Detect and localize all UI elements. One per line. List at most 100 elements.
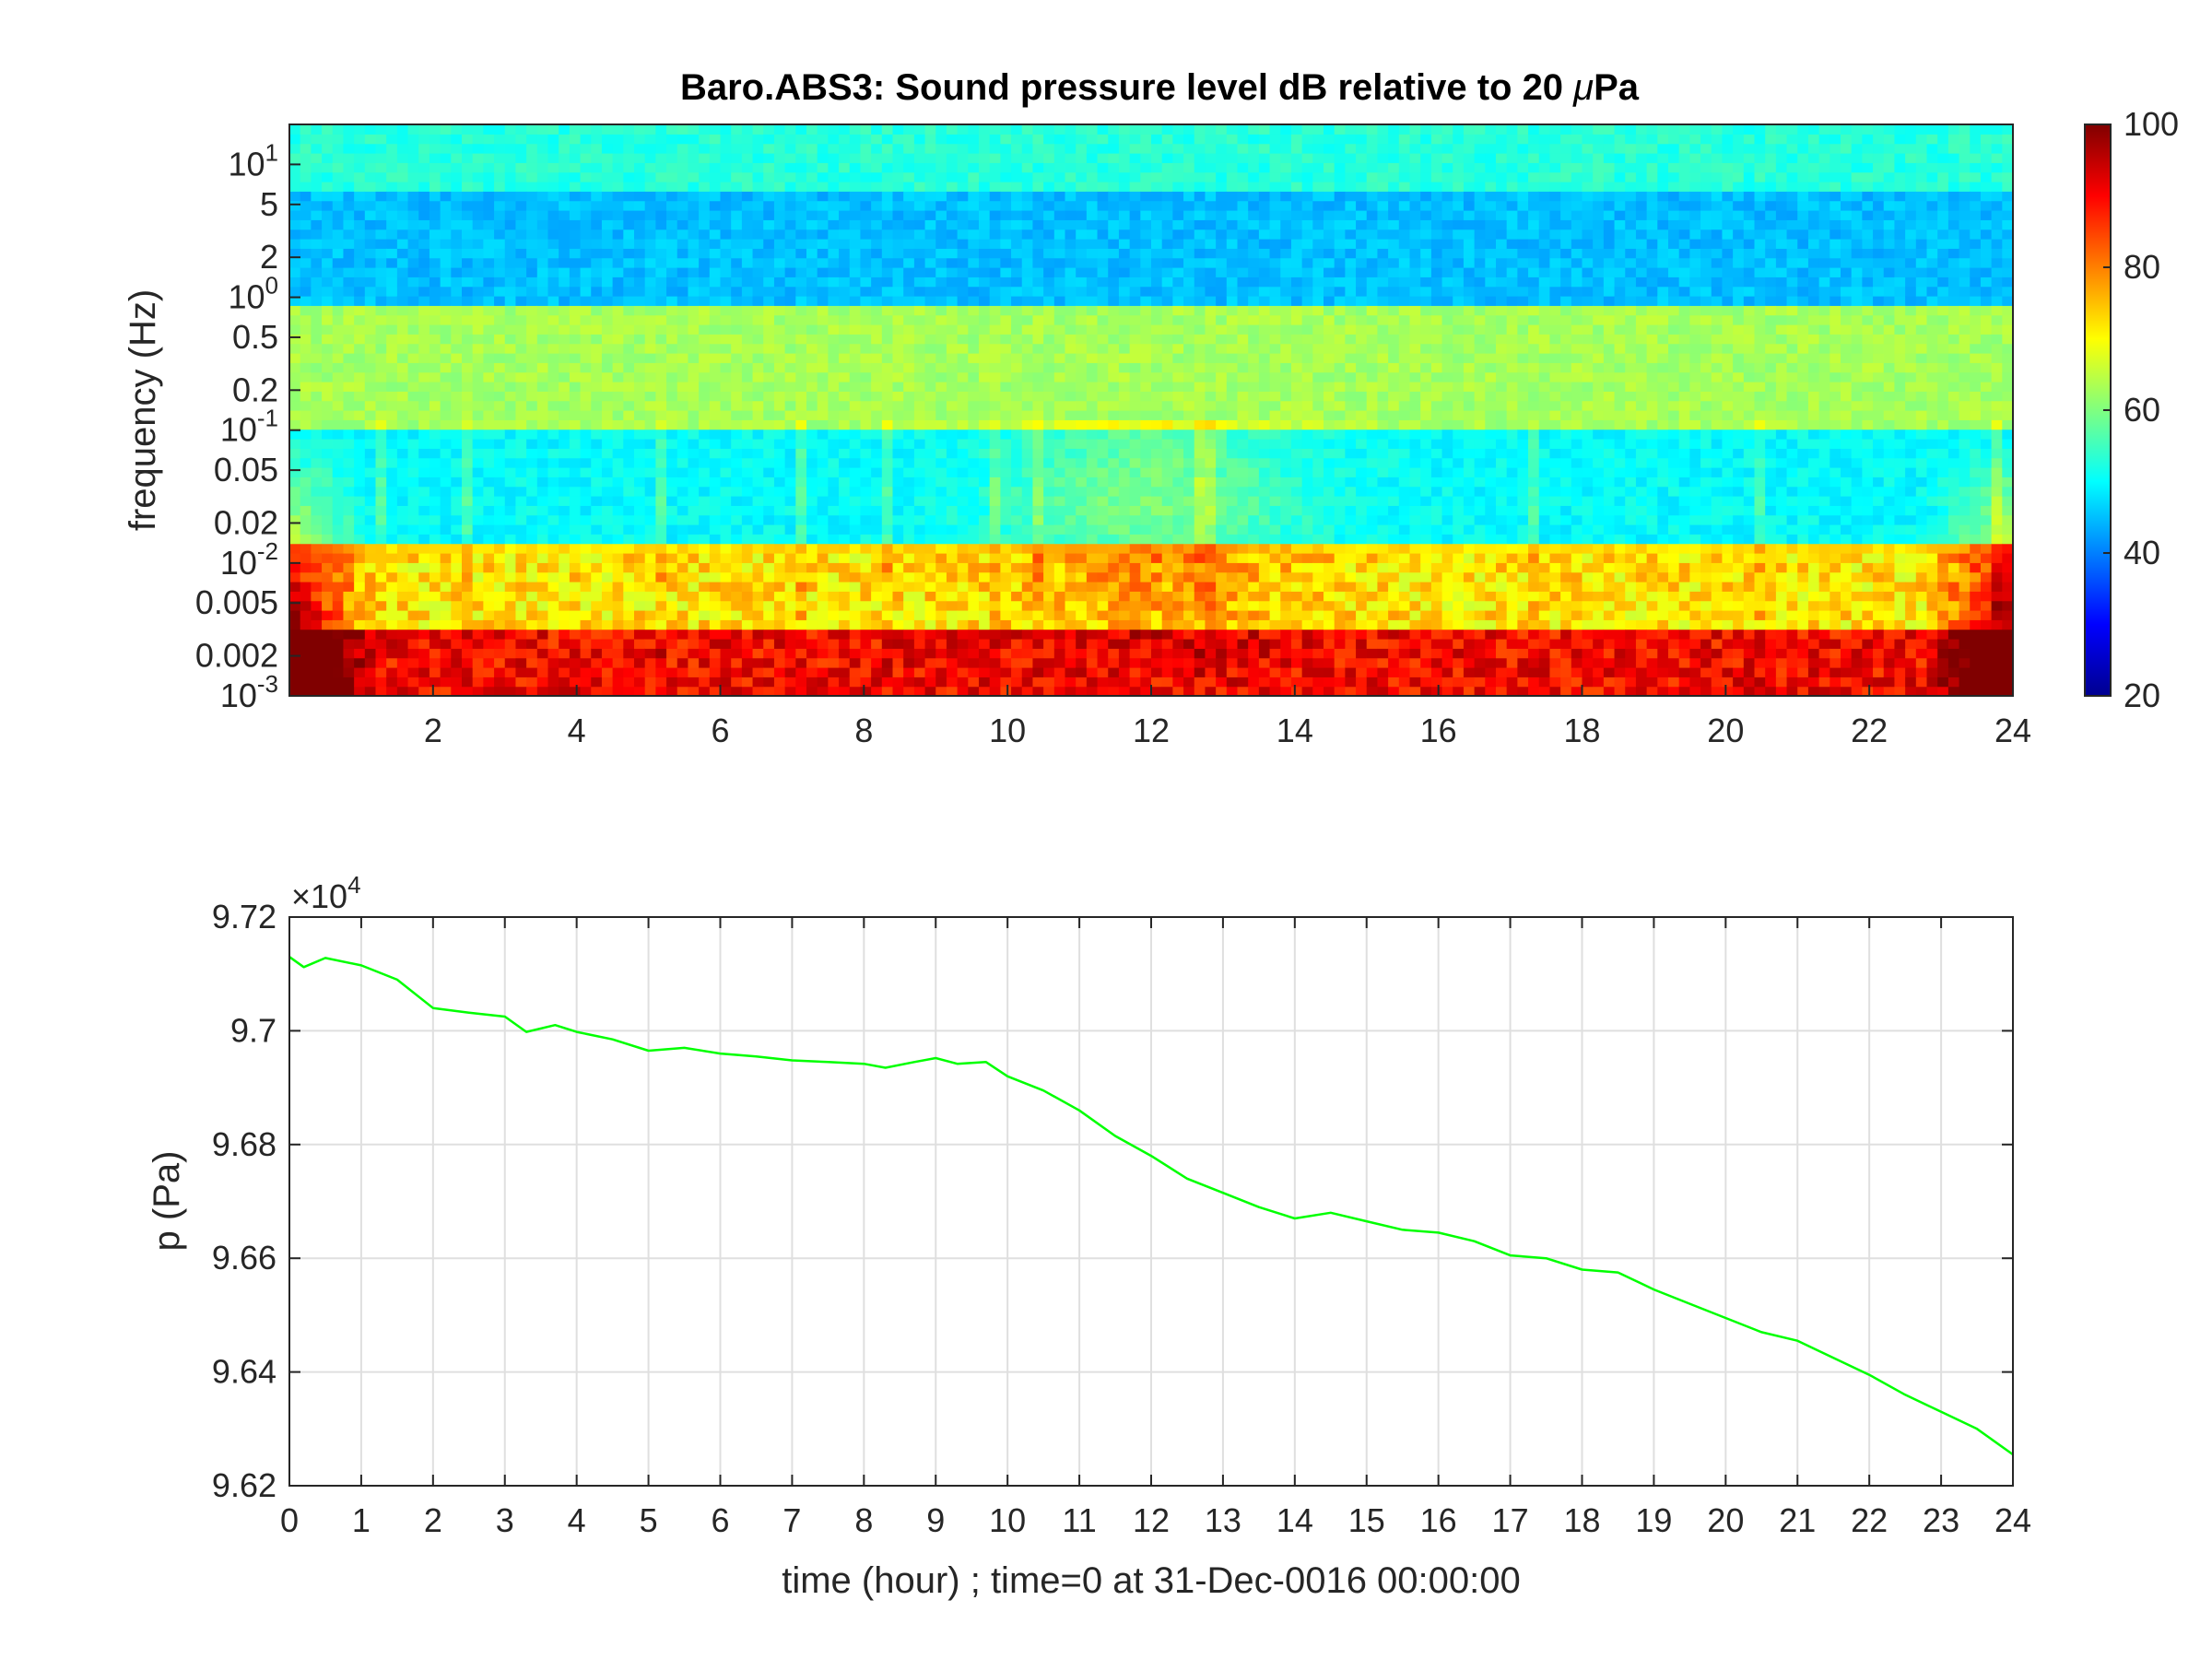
spectrogram-cell (979, 410, 991, 420)
spectrogram-cell (913, 191, 926, 202)
spectrogram-cell (806, 562, 818, 573)
spectrogram-cell (322, 286, 334, 297)
spectrogram-cell (688, 439, 700, 449)
spectrogram-cell (903, 210, 915, 220)
spectrogram-cell (752, 200, 764, 211)
spectrogram-cell (1108, 400, 1120, 411)
spectrogram-cell (979, 296, 991, 306)
spectrogram-cell (871, 134, 883, 145)
spectrogram-cell (1065, 267, 1077, 277)
spectrogram-cell (1129, 353, 1141, 363)
spectrogram-cell (386, 182, 398, 192)
spectrogram-cell (1021, 314, 1034, 325)
spectrogram-cell (396, 314, 409, 325)
spectrogram-cell (773, 210, 786, 220)
spectrogram-cell (903, 191, 915, 202)
spectrogram-cell (763, 591, 775, 602)
spectrogram-cell (644, 667, 656, 677)
spectrogram-cell (547, 314, 559, 325)
spectrogram-cell (623, 124, 635, 135)
spectrogram-cell (634, 534, 646, 545)
spectrogram-cell (913, 639, 926, 649)
spectrogram-cell (1053, 639, 1066, 649)
spectrogram-cell (720, 448, 732, 459)
spectrogram-cell (451, 343, 463, 354)
spectrogram-cell (1086, 648, 1099, 659)
spectrogram-cell (1000, 629, 1012, 640)
spectrogram-cell (699, 514, 711, 525)
spectrogram-cell (300, 210, 312, 220)
spectrogram-cell (343, 267, 355, 277)
spectrogram-cell (1108, 324, 1120, 335)
spectrogram-cell (924, 162, 936, 173)
spectrogram-cell (644, 439, 656, 449)
spectrogram-cell (773, 305, 786, 316)
spectrogram-cell (451, 600, 463, 611)
spectrogram-cell (699, 439, 711, 449)
spectrogram-cell (354, 477, 366, 488)
spectrogram-cell (386, 200, 398, 211)
spectrogram-cell (871, 400, 883, 411)
spectrogram-cell (407, 534, 419, 545)
spectrogram-cell (709, 505, 722, 516)
spectrogram-cell (946, 296, 959, 306)
spectrogram-cell (559, 400, 571, 411)
spectrogram-cell (1183, 686, 1195, 697)
spectrogram-cell (871, 505, 883, 516)
spectrogram-cell (1021, 514, 1034, 525)
spectrogram-cell (699, 182, 711, 192)
spectrogram-cell (526, 591, 538, 602)
spectrogram-cell (322, 219, 334, 230)
spectrogram-cell (569, 239, 582, 249)
spectrogram-cell (903, 182, 915, 192)
spectrogram-cell (763, 276, 775, 288)
spectrogram-cell (429, 629, 441, 640)
spectrogram-cell (569, 591, 582, 602)
spectrogram-cell (763, 182, 775, 192)
spectrogram-cell (1076, 382, 1088, 392)
spectrogram-cell (839, 429, 851, 440)
spectrogram-cell (601, 362, 614, 373)
spectrogram-cell (364, 382, 377, 392)
spectrogram-cell (720, 571, 732, 582)
spectrogram-cell (1097, 619, 1109, 630)
spectrogram-cell (591, 353, 603, 363)
spectrogram-cell (1118, 571, 1131, 582)
spectrogram-cell (515, 362, 527, 373)
spectrogram-cell (1118, 524, 1131, 535)
spectrogram-cell (860, 257, 872, 268)
spectrogram-cell (773, 182, 786, 192)
spectrogram-cell (580, 629, 592, 640)
spectrogram-cell (644, 657, 656, 668)
spectrogram-cell (773, 296, 786, 306)
spectrogram-cell (386, 267, 398, 277)
spectrogram-cell (591, 276, 603, 288)
spectrogram-cell (924, 505, 936, 516)
spectrogram-cell (677, 296, 689, 306)
spectrogram-cell (860, 457, 872, 468)
spectrogram-cell (849, 314, 862, 325)
spectrogram-cell (806, 219, 818, 230)
spectrogram-cell (601, 391, 614, 402)
spectrogram-cell (1000, 534, 1012, 545)
spectrogram-cell (881, 371, 894, 382)
spectrogram-cell (634, 486, 646, 497)
spectrogram-cell (688, 296, 700, 306)
spectrogram-cell (1172, 419, 1184, 430)
spectrogram-cell (892, 439, 904, 449)
spectrogram-cell (839, 200, 851, 211)
spectrogram-cell (1053, 362, 1066, 373)
spectrogram-cell (731, 210, 743, 220)
spectrogram-cell (462, 610, 474, 620)
spectrogram-cell (699, 686, 711, 697)
spectrogram-cell (1108, 496, 1120, 506)
spectrogram-cell (1076, 667, 1088, 677)
spectrogram-cell (407, 276, 419, 288)
spectrogram-cell (375, 324, 387, 335)
spectrogram-cell (892, 248, 904, 259)
spectrogram-cell (407, 324, 419, 335)
spectrogram-cell (536, 334, 549, 345)
spectrogram-cell (418, 324, 430, 335)
spectrogram-cell (1151, 343, 1163, 354)
spectrogram-cell (332, 648, 345, 659)
